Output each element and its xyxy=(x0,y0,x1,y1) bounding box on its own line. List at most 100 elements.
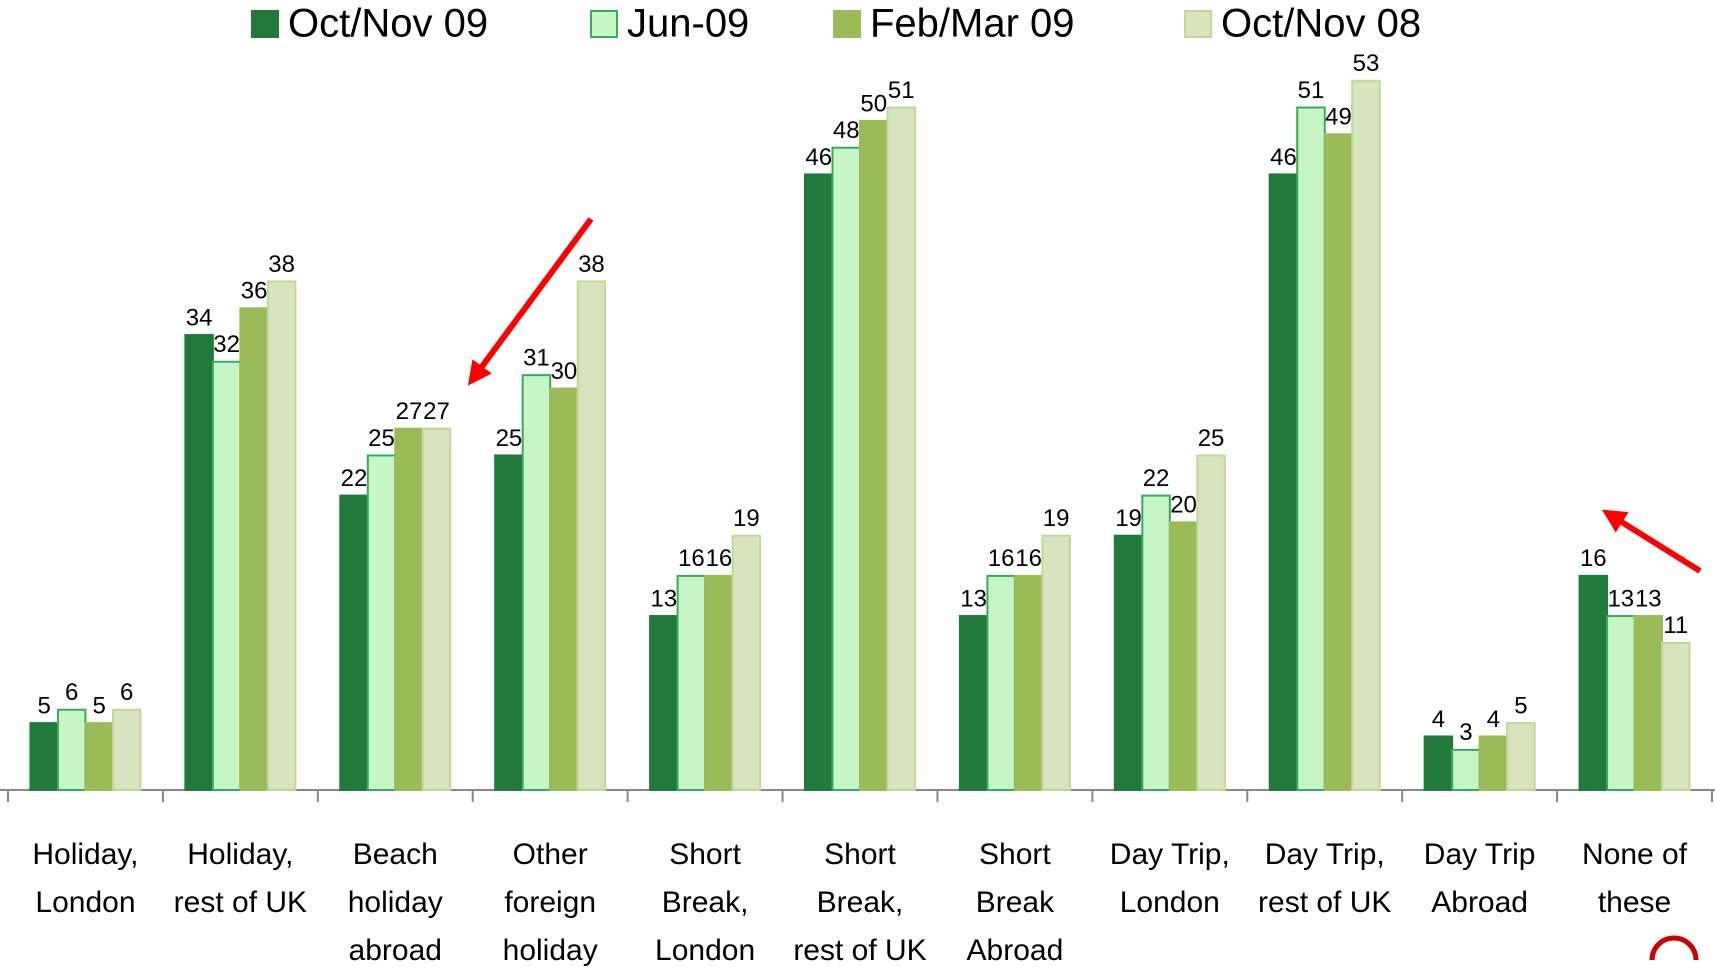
bar xyxy=(831,146,861,791)
value-label: 4 xyxy=(1487,706,1500,733)
x-tick-label: Short xyxy=(979,838,1051,871)
bar xyxy=(266,280,297,791)
bar xyxy=(1168,521,1199,791)
bar xyxy=(958,615,989,792)
value-label: 19 xyxy=(1043,505,1070,532)
bar xyxy=(1451,748,1481,792)
bar xyxy=(676,574,707,792)
x-tick-label: London xyxy=(35,886,135,919)
x-tick-label: holiday xyxy=(348,886,443,919)
x-tick-label: None of xyxy=(1582,838,1688,871)
value-label: 16 xyxy=(988,545,1015,572)
x-tick-label: Holiday, xyxy=(187,838,293,871)
bar xyxy=(1268,173,1299,792)
bar xyxy=(859,119,889,791)
value-label: 38 xyxy=(578,251,605,278)
arrow xyxy=(467,217,594,386)
value-label: 46 xyxy=(1270,144,1297,171)
value-label: 3 xyxy=(1459,719,1472,746)
bar xyxy=(1606,615,1636,792)
value-label: 31 xyxy=(523,345,550,372)
value-label: 53 xyxy=(1353,50,1380,77)
bar xyxy=(1296,106,1326,791)
bar xyxy=(29,722,59,791)
bar xyxy=(84,722,114,791)
bar xyxy=(1013,574,1044,792)
value-label: 16 xyxy=(1580,545,1607,572)
x-tick-label: Break, xyxy=(662,886,749,919)
value-label: 27 xyxy=(423,398,450,425)
bar xyxy=(1141,494,1171,791)
value-label: 4 xyxy=(1432,706,1445,733)
bar xyxy=(704,574,734,792)
bar xyxy=(986,574,1016,792)
value-label: 5 xyxy=(1514,692,1527,719)
x-tick-label: Other xyxy=(513,838,588,871)
value-label: 13 xyxy=(1635,585,1662,612)
x-tick-label: Abroad xyxy=(967,934,1064,967)
x-tick-label: rest of UK xyxy=(174,886,307,919)
bar xyxy=(1196,454,1226,791)
arrow xyxy=(1601,509,1702,574)
value-label: 34 xyxy=(186,304,213,331)
bar xyxy=(239,307,269,791)
value-label: 6 xyxy=(65,679,78,706)
value-label: 25 xyxy=(496,425,523,452)
bar xyxy=(1578,574,1609,792)
bar xyxy=(1661,641,1691,791)
value-label: 20 xyxy=(1170,492,1197,519)
bar xyxy=(804,173,834,792)
value-label: 36 xyxy=(241,278,268,305)
bar xyxy=(421,427,452,791)
x-tick-label: rest of UK xyxy=(793,934,926,967)
bar xyxy=(366,454,397,791)
bar xyxy=(494,454,524,791)
value-label: 22 xyxy=(341,465,368,492)
bar xyxy=(339,494,369,791)
bar xyxy=(731,534,762,792)
value-label: 13 xyxy=(960,585,987,612)
value-label: 51 xyxy=(1298,77,1325,104)
value-label: 16 xyxy=(705,545,732,572)
value-label: 25 xyxy=(1198,425,1225,452)
value-label: 11 xyxy=(1663,612,1688,639)
value-label: 48 xyxy=(833,117,860,144)
x-tick-label: holiday xyxy=(503,934,598,967)
value-label: 49 xyxy=(1325,104,1352,131)
x-tick-label: Beach xyxy=(353,838,438,871)
bar xyxy=(1506,722,1536,791)
bar xyxy=(184,334,214,791)
value-label: 22 xyxy=(1143,465,1170,492)
bar xyxy=(1423,735,1454,791)
bar xyxy=(111,708,142,792)
value-label: 13 xyxy=(650,585,677,612)
value-label: 16 xyxy=(678,545,705,572)
x-tick-label: foreign xyxy=(504,886,596,919)
value-label: 5 xyxy=(38,692,51,719)
x-tick-label: abroad xyxy=(349,934,442,967)
bar xyxy=(1041,534,1071,792)
x-tick-label: Abroad xyxy=(1431,886,1528,919)
legend-label: Feb/Mar 09 xyxy=(870,2,1075,46)
value-label: 16 xyxy=(1015,545,1042,572)
value-label: 46 xyxy=(805,144,832,171)
legend-swatch xyxy=(1184,10,1212,38)
bar xyxy=(521,374,552,791)
legend-label: Jun-09 xyxy=(627,2,749,46)
x-tick-label: Break xyxy=(976,886,1055,919)
bar xyxy=(56,708,87,792)
value-label: 13 xyxy=(1607,585,1634,612)
logo xyxy=(1649,935,1699,961)
legend-label: Oct/Nov 09 xyxy=(288,2,488,46)
value-label: 5 xyxy=(93,692,106,719)
bar xyxy=(549,387,579,791)
bar xyxy=(1323,133,1354,792)
value-label: 30 xyxy=(551,358,578,385)
x-tick-label: London xyxy=(1120,886,1220,919)
value-label: 19 xyxy=(733,505,760,532)
x-tick-label: Day Trip xyxy=(1424,838,1536,871)
x-tick-label: Short xyxy=(824,838,896,871)
x-tick-label: Day Trip, xyxy=(1265,838,1385,871)
x-tick-label: Day Trip, xyxy=(1110,838,1230,871)
